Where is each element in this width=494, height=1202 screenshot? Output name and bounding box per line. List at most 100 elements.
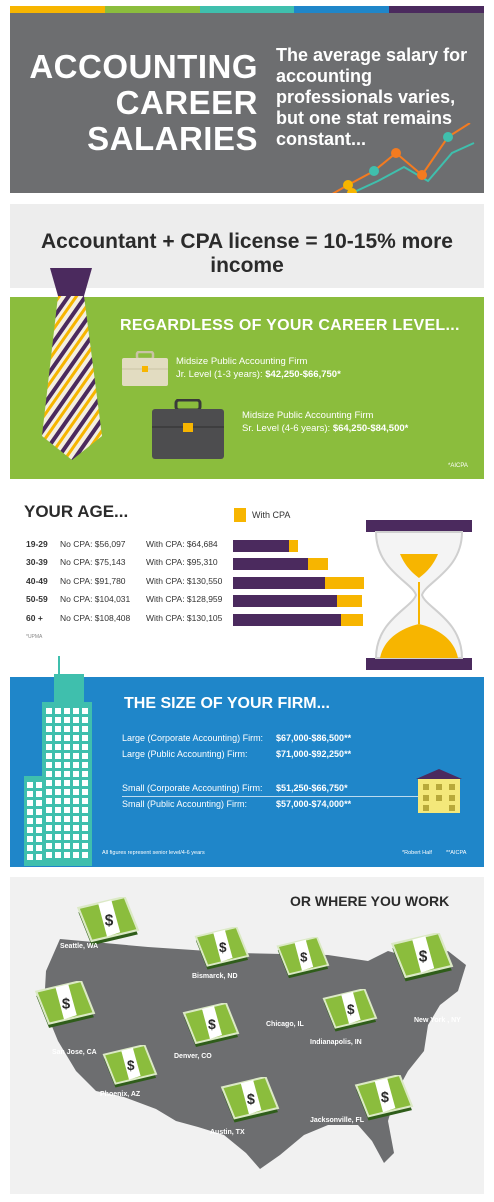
money-stack-icon: $ <box>194 927 250 970</box>
career-source: *AICPA <box>448 463 468 469</box>
svg-text:$: $ <box>381 1090 389 1106</box>
svg-text:$: $ <box>219 940 227 955</box>
firm-footnote: All figures represent senior level/4-6 y… <box>102 850 205 856</box>
city-label: Denver, CO <box>174 1053 212 1060</box>
stripe-blue <box>294 6 390 13</box>
no-cpa-salary: No CPA: $91,780 <box>60 575 126 586</box>
money-stack-icon: $ <box>102 1045 158 1088</box>
svg-text:$: $ <box>208 1016 216 1032</box>
city-label: Indianapolis, IN <box>310 1039 362 1046</box>
age-title: YOUR AGE... <box>24 502 129 521</box>
necktie-icon <box>42 268 102 460</box>
small-building-icon <box>416 769 462 813</box>
no-cpa-bar <box>233 540 290 552</box>
money-stack-icon: $ <box>34 981 96 1028</box>
svg-text:$: $ <box>127 1058 135 1073</box>
svg-text:$: $ <box>62 996 71 1013</box>
svg-text:$: $ <box>347 1002 355 1017</box>
firm-row-label: Large (Corporate Accounting) Firm: <box>122 733 264 743</box>
header-subtitle: The average salary for accounting profes… <box>276 45 468 149</box>
firm-row-large-corporate: Large (Corporate Accounting) Firm: $67,00… <box>122 733 351 743</box>
line-graph-icon <box>331 123 475 193</box>
firm-row-label: Small (Public Accounting) Firm: <box>122 799 248 809</box>
no-cpa-salary: No CPA: $56,097 <box>60 539 126 549</box>
equation-text: Accountant + CPA license = 10-15% more i… <box>41 230 453 277</box>
city-label: Jacksonville, FL <box>310 1117 365 1124</box>
sr-value: $64,250-$84,500* <box>332 423 409 434</box>
money-stack-icon: $ <box>354 1075 414 1121</box>
age-range: 19-29 <box>26 539 48 549</box>
firm-row-small-corporate: Small (Corporate Accounting) Firm: $51,25… <box>122 783 348 793</box>
firm-row-value: $51,250-$66,750* <box>276 783 348 793</box>
with-cpa-salary: With CPA: $130,550 <box>146 575 223 586</box>
age-row: 40-49 No CPA: $91,780 With CPA: $130,550 <box>26 576 466 590</box>
title-line-1: ACCOUNTING <box>29 48 258 85</box>
age-row: 60 + No CPA: $108,408 With CPA: $130,105 <box>26 613 466 627</box>
city-label: Bismarck, ND <box>192 973 238 980</box>
city-label: Seattle, WA <box>60 943 99 950</box>
age-range: 40-49 <box>26 575 48 586</box>
city-label: Austin, TX <box>210 1129 245 1136</box>
age-range: 30-39 <box>26 557 48 568</box>
title-line-2: CAREER <box>115 84 258 121</box>
with-cpa-bar <box>324 576 364 589</box>
no-cpa-salary: No CPA: $104,031 <box>60 594 131 605</box>
sr-firm: Midsize Public Accounting Firm <box>242 410 374 421</box>
svg-text:$: $ <box>419 949 428 966</box>
age-source: *UPMA <box>26 634 43 640</box>
with-cpa-legend-label: With CPA <box>252 510 291 520</box>
firm-row-label: Small (Corporate Accounting) Firm: <box>122 783 263 793</box>
sr-label: Sr. Level (4-6 years): <box>242 423 331 434</box>
no-cpa-bar <box>233 576 325 589</box>
no-cpa-bar <box>233 613 342 626</box>
page-title: ACCOUNTING CAREER SALARIES <box>26 49 258 157</box>
money-stack-icon: $ <box>76 897 140 946</box>
money-stack-icon: $ <box>220 1077 280 1123</box>
career-level-title: REGARDLESS OF YOUR CAREER LEVEL... <box>120 317 460 334</box>
money-stack-icon: $ <box>182 1003 240 1047</box>
stripe-green <box>104 6 200 13</box>
firm-source-2: **AICPA <box>446 850 467 856</box>
age-row: 50-59 No CPA: $104,031 With CPA: $128,959 <box>26 594 466 608</box>
jr-label: Jr. Level (1-3 years): <box>176 369 263 380</box>
stripe-yellow <box>10 6 105 13</box>
firm-row-small-public: Small (Public Accounting) Firm: $57,000-$… <box>122 799 351 809</box>
no-cpa-salary: No CPA: $75,143 <box>60 557 126 568</box>
money-stack-icon: $ <box>276 937 330 979</box>
firm-row-value: $57,000-$74,000** <box>276 799 352 809</box>
with-cpa-salary: With CPA: $95,310 <box>146 557 218 568</box>
with-cpa-bar <box>308 558 329 571</box>
firm-row-label: Large (Public Accounting) Firm: <box>122 749 248 759</box>
firm-row-large-public: Large (Public Accounting) Firm: $71,000-$… <box>122 749 351 759</box>
stripe-teal <box>199 6 295 13</box>
title-line-3: SALARIES <box>87 120 258 157</box>
city-label: Phoenix, AZ <box>100 1091 141 1098</box>
header-panel: ACCOUNTING CAREER SALARIES The average s… <box>10 13 484 193</box>
no-cpa-bar <box>233 595 338 608</box>
no-cpa-bar <box>233 558 309 571</box>
location-panel: OR WHERE YOU WORK $ $ $ $ $ $ $ $ $ $ Seattle, WA… <box>10 877 484 1194</box>
age-range: 60 + <box>26 612 43 623</box>
age-row: 30-39 No CPA: $75,143 With CPA: $95,310 <box>26 557 466 571</box>
firm-row-value: $71,000-$92,250** <box>276 749 352 759</box>
with-cpa-salary: With CPA: $130,105 <box>146 612 223 623</box>
money-stack-icon: $ <box>322 989 378 1032</box>
color-stripes <box>10 6 484 13</box>
career-level-panel: REGARDLESS OF YOUR CAREER LEVEL... Midsi… <box>10 297 484 479</box>
skyscraper-icon <box>24 656 92 866</box>
small-briefcase-icon <box>122 351 168 386</box>
no-cpa-salary: No CPA: $108,408 <box>60 612 131 623</box>
jr-value: $42,250-$66,750* <box>265 369 341 380</box>
with-cpa-salary: With CPA: $64,684 <box>146 539 218 549</box>
jr-level-block: Midsize Public Accounting Firm Jr. Level… <box>176 355 341 381</box>
hourglass-icon <box>366 520 472 670</box>
svg-text:$: $ <box>300 949 308 964</box>
money-stack-icon: $ <box>390 933 454 982</box>
city-label: New York , NY <box>414 1017 461 1024</box>
firm-row-value: $67,000-$86,500** <box>276 733 352 743</box>
svg-text:$: $ <box>247 1092 255 1108</box>
firm-source-1: *Robert Half <box>402 850 432 856</box>
age-range: 50-59 <box>26 594 48 605</box>
city-label: Chicago, IL <box>266 1021 304 1028</box>
age-row: 19-29 No CPA: $56,097 With CPA: $64,684 <box>26 539 466 553</box>
